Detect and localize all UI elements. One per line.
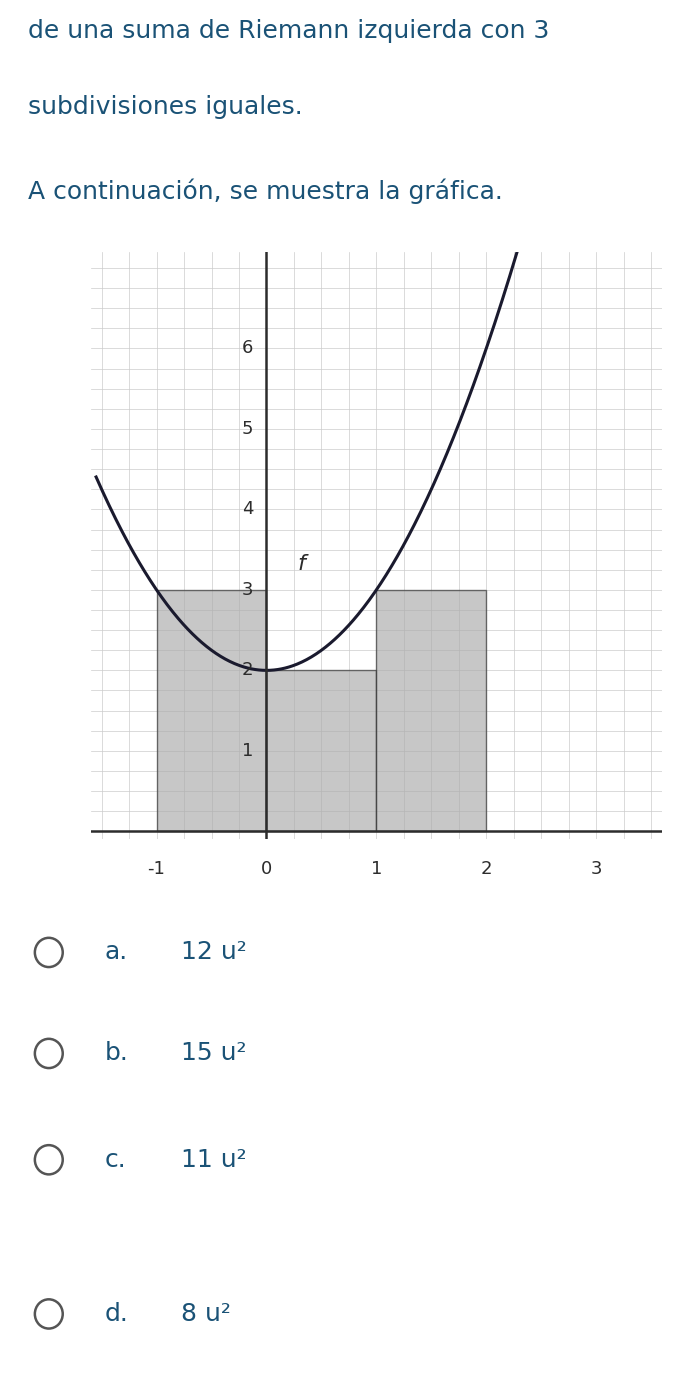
Text: 2: 2 [242, 662, 253, 680]
Bar [157, 590, 266, 831]
Text: f: f [297, 554, 305, 574]
Text: 8 u²: 8 u² [181, 1302, 231, 1326]
Text: b.: b. [105, 1041, 128, 1066]
Text: 5: 5 [242, 420, 253, 438]
Text: 2: 2 [480, 859, 492, 877]
Text: 0: 0 [261, 859, 272, 877]
Text: 15 u²: 15 u² [181, 1041, 247, 1066]
Text: c.: c. [105, 1147, 126, 1172]
Text: de una suma de Riemann izquierda con 3: de una suma de Riemann izquierda con 3 [28, 20, 549, 43]
Bar [266, 670, 376, 831]
Text: a.: a. [105, 940, 128, 964]
Text: -1: -1 [148, 859, 165, 877]
Text: 11 u²: 11 u² [181, 1147, 247, 1172]
Text: 12 u²: 12 u² [181, 940, 247, 964]
Text: A continuación, se muestra la gráfica.: A continuación, se muestra la gráfica. [28, 179, 503, 204]
Text: 3: 3 [242, 581, 253, 599]
Text: d.: d. [105, 1302, 128, 1326]
Text: 6: 6 [242, 340, 253, 357]
Text: 1: 1 [371, 859, 382, 877]
Text: 1: 1 [242, 741, 253, 760]
Text: 3: 3 [590, 859, 602, 877]
Text: 4: 4 [242, 501, 253, 519]
Text: subdivisiones iguales.: subdivisiones iguales. [28, 95, 302, 119]
Bar [376, 590, 487, 831]
